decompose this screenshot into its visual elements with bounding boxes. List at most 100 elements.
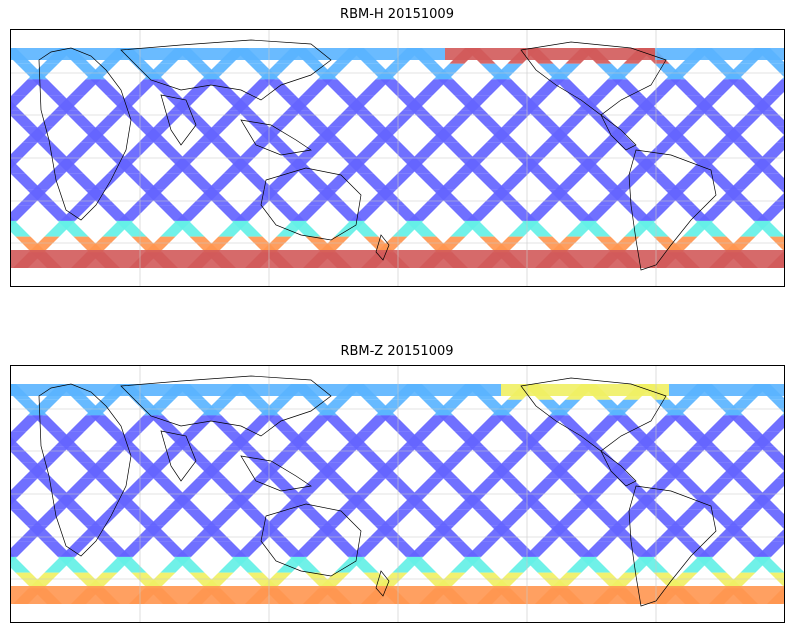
swath-segment xyxy=(11,173,42,190)
swath-segment xyxy=(587,142,618,158)
swath-segment xyxy=(617,478,648,494)
swath-segment xyxy=(749,158,780,174)
swath-segment xyxy=(11,142,38,158)
south-band-cell xyxy=(319,250,333,268)
swath-segment xyxy=(179,110,211,127)
swath-segment xyxy=(15,236,47,253)
swath-segment xyxy=(343,158,374,174)
swath-segment xyxy=(63,446,95,463)
swath-segment xyxy=(443,142,474,158)
south-band-cell xyxy=(361,586,375,604)
swath-segment xyxy=(675,142,706,158)
south-band-cell xyxy=(165,250,179,268)
swath-segment xyxy=(242,509,274,526)
north-band-cell xyxy=(767,384,781,396)
swath-segment xyxy=(137,126,169,143)
swath-segment xyxy=(780,189,784,193)
south-band-cell xyxy=(627,250,641,268)
swath-segment xyxy=(585,446,617,463)
coastline xyxy=(628,485,717,607)
south-band-cell xyxy=(445,586,459,604)
swath-segment xyxy=(438,415,470,432)
swath-segment xyxy=(686,95,717,111)
south-band-cell xyxy=(193,586,207,604)
swath-segment xyxy=(100,541,131,557)
swath-segment xyxy=(416,173,448,190)
south-band-cell xyxy=(571,250,585,268)
south-band-cell xyxy=(767,250,781,268)
south-band-cell xyxy=(333,586,347,604)
swath-segment xyxy=(648,173,680,190)
swath-segment xyxy=(637,220,669,237)
swath-segment xyxy=(618,446,650,463)
north-band-cell xyxy=(767,48,781,60)
south-band-cell xyxy=(347,586,361,604)
north-band-cell xyxy=(669,384,683,396)
south-band-cell xyxy=(655,586,669,604)
swath-segment xyxy=(497,509,529,526)
swath-segment xyxy=(695,556,727,573)
swath-segment xyxy=(411,110,443,127)
swath-segment xyxy=(554,79,586,96)
coastline xyxy=(120,39,332,101)
swath-segment xyxy=(189,236,221,253)
north-band-cell xyxy=(697,384,711,396)
swath-segment xyxy=(270,446,302,463)
swath-segment xyxy=(184,509,216,526)
swath-segment xyxy=(111,158,142,174)
swath-segment xyxy=(496,415,528,432)
swath-segment xyxy=(707,415,739,432)
swath-segment xyxy=(734,110,766,127)
swath-segment xyxy=(703,478,734,494)
south-band-cell xyxy=(529,586,543,604)
swath-segment xyxy=(239,478,270,494)
swath-segment xyxy=(521,556,553,573)
swath-segment xyxy=(501,142,532,158)
swath-segment xyxy=(596,399,628,416)
north-band-cell xyxy=(347,48,361,60)
swath-segment xyxy=(285,158,316,174)
swath-segment xyxy=(485,126,517,143)
south-band-cell xyxy=(277,250,291,268)
north-band-cell xyxy=(179,48,193,60)
south-band-cell xyxy=(109,250,123,268)
south-band-cell xyxy=(473,250,487,268)
swath-segment xyxy=(759,446,784,463)
swath-segment xyxy=(90,415,122,432)
north-band-cell xyxy=(445,48,459,60)
swath-segment xyxy=(612,415,644,432)
north-band-cell xyxy=(235,384,249,396)
north-band-cell xyxy=(543,48,557,60)
swath-segment xyxy=(195,126,227,143)
north-band-cell xyxy=(137,384,151,396)
swath-segment xyxy=(11,478,38,494)
south-band-cell xyxy=(529,250,543,268)
swath-segment xyxy=(601,462,633,479)
swath-segment xyxy=(332,541,363,557)
swath-segment xyxy=(211,142,242,158)
swath-segment xyxy=(65,478,96,494)
south-band-cell xyxy=(123,586,137,604)
swath-segment xyxy=(322,79,354,96)
north-band-cell xyxy=(193,48,207,60)
swath-segment xyxy=(676,446,708,463)
south-band-cell xyxy=(95,250,109,268)
swath-segment xyxy=(121,110,153,127)
swath-segment xyxy=(501,478,532,494)
north-band-cell xyxy=(123,48,137,60)
south-band-cell xyxy=(641,586,655,604)
swath-segment xyxy=(328,446,360,463)
north-band-cell xyxy=(557,384,571,396)
swath-segment xyxy=(123,142,154,158)
north-band-cell xyxy=(459,384,473,396)
north-band-cell xyxy=(515,384,529,396)
south-band-cell xyxy=(207,586,221,604)
south-band-cell xyxy=(39,250,53,268)
south-band-cell xyxy=(613,250,627,268)
swath-segment xyxy=(475,415,507,432)
swath-segment xyxy=(42,541,73,557)
swath-segment xyxy=(759,110,784,127)
south-band-cell xyxy=(697,586,711,604)
swath-segment xyxy=(703,142,734,158)
swath-segment xyxy=(79,462,111,479)
